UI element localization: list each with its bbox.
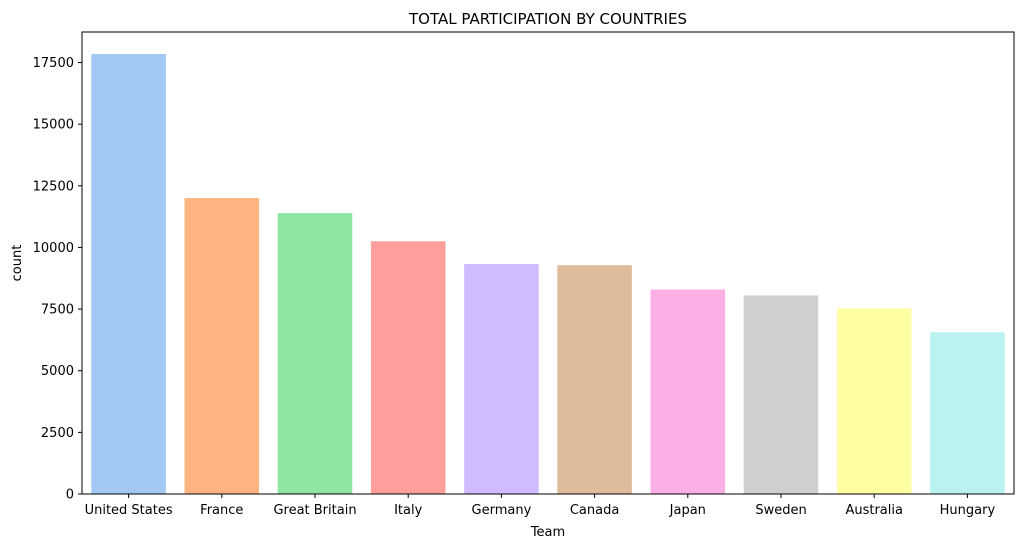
x-tick-label: Australia: [845, 503, 903, 518]
x-tick-label: Hungary: [940, 503, 996, 518]
bar-japan: [650, 289, 726, 494]
y-tick-label: 10000: [33, 241, 74, 256]
x-tick-label: Sweden: [755, 503, 806, 518]
bar-italy: [370, 241, 446, 494]
bar-sweden: [743, 295, 819, 494]
bar-australia: [836, 308, 912, 494]
x-axis-label: Team: [530, 525, 565, 540]
chart-title: TOTAL PARTICIPATION BY COUNTRIES: [408, 10, 687, 28]
x-tick-label: France: [200, 503, 243, 518]
y-tick-label: 2500: [41, 426, 74, 441]
y-tick-label: 0: [66, 488, 74, 503]
x-tick-label: Canada: [570, 503, 619, 518]
bar-hungary: [930, 332, 1005, 494]
y-tick-label: 7500: [41, 303, 74, 318]
y-tick-label: 12500: [33, 179, 74, 194]
x-tick-label: Germany: [472, 503, 532, 518]
bar-canada: [557, 265, 632, 494]
bar-united-states: [91, 53, 166, 494]
plot-frame: [81, 31, 1015, 495]
y-tick-label: 5000: [41, 364, 74, 379]
y-tick-label: 15000: [33, 118, 74, 133]
x-tick-label: Great Britain: [273, 503, 356, 518]
bars-group: [91, 53, 1005, 495]
x-axis: United States France Great Britain Italy Ger…: [85, 494, 996, 518]
bar-great-britain: [277, 213, 353, 494]
x-tick-label: Japan: [669, 503, 706, 518]
bar-germany: [464, 264, 539, 494]
x-tick-label: United States: [85, 503, 173, 518]
y-axis-label: count: [10, 245, 25, 282]
y-axis: 0 2500 5000 7500 10000 12500 15000 17500: [33, 56, 82, 503]
bar-france: [184, 198, 260, 495]
x-tick-label: Italy: [394, 503, 423, 518]
y-tick-label: 17500: [33, 56, 74, 71]
